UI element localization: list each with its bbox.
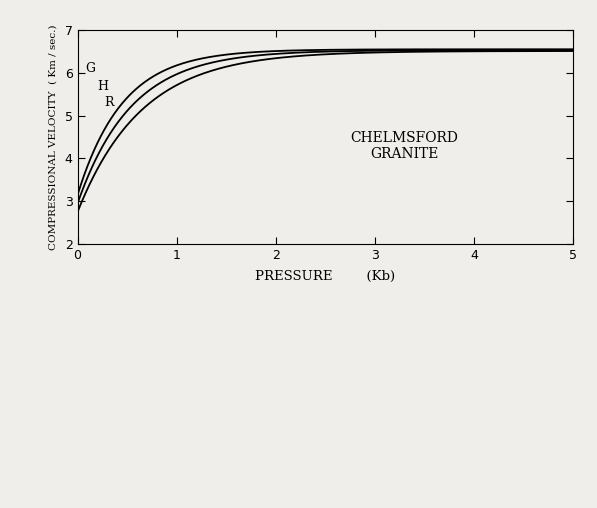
X-axis label: PRESSURE        (Kb): PRESSURE (Kb) — [256, 270, 395, 283]
Text: CHELMSFORD
GRANITE: CHELMSFORD GRANITE — [350, 131, 458, 161]
Text: H: H — [97, 80, 109, 93]
Text: R: R — [104, 96, 114, 109]
Text: G: G — [85, 61, 96, 75]
Y-axis label: COMPRESSIONAL VELOCITY  ( Km / sec.): COMPRESSIONAL VELOCITY ( Km / sec.) — [49, 24, 58, 250]
